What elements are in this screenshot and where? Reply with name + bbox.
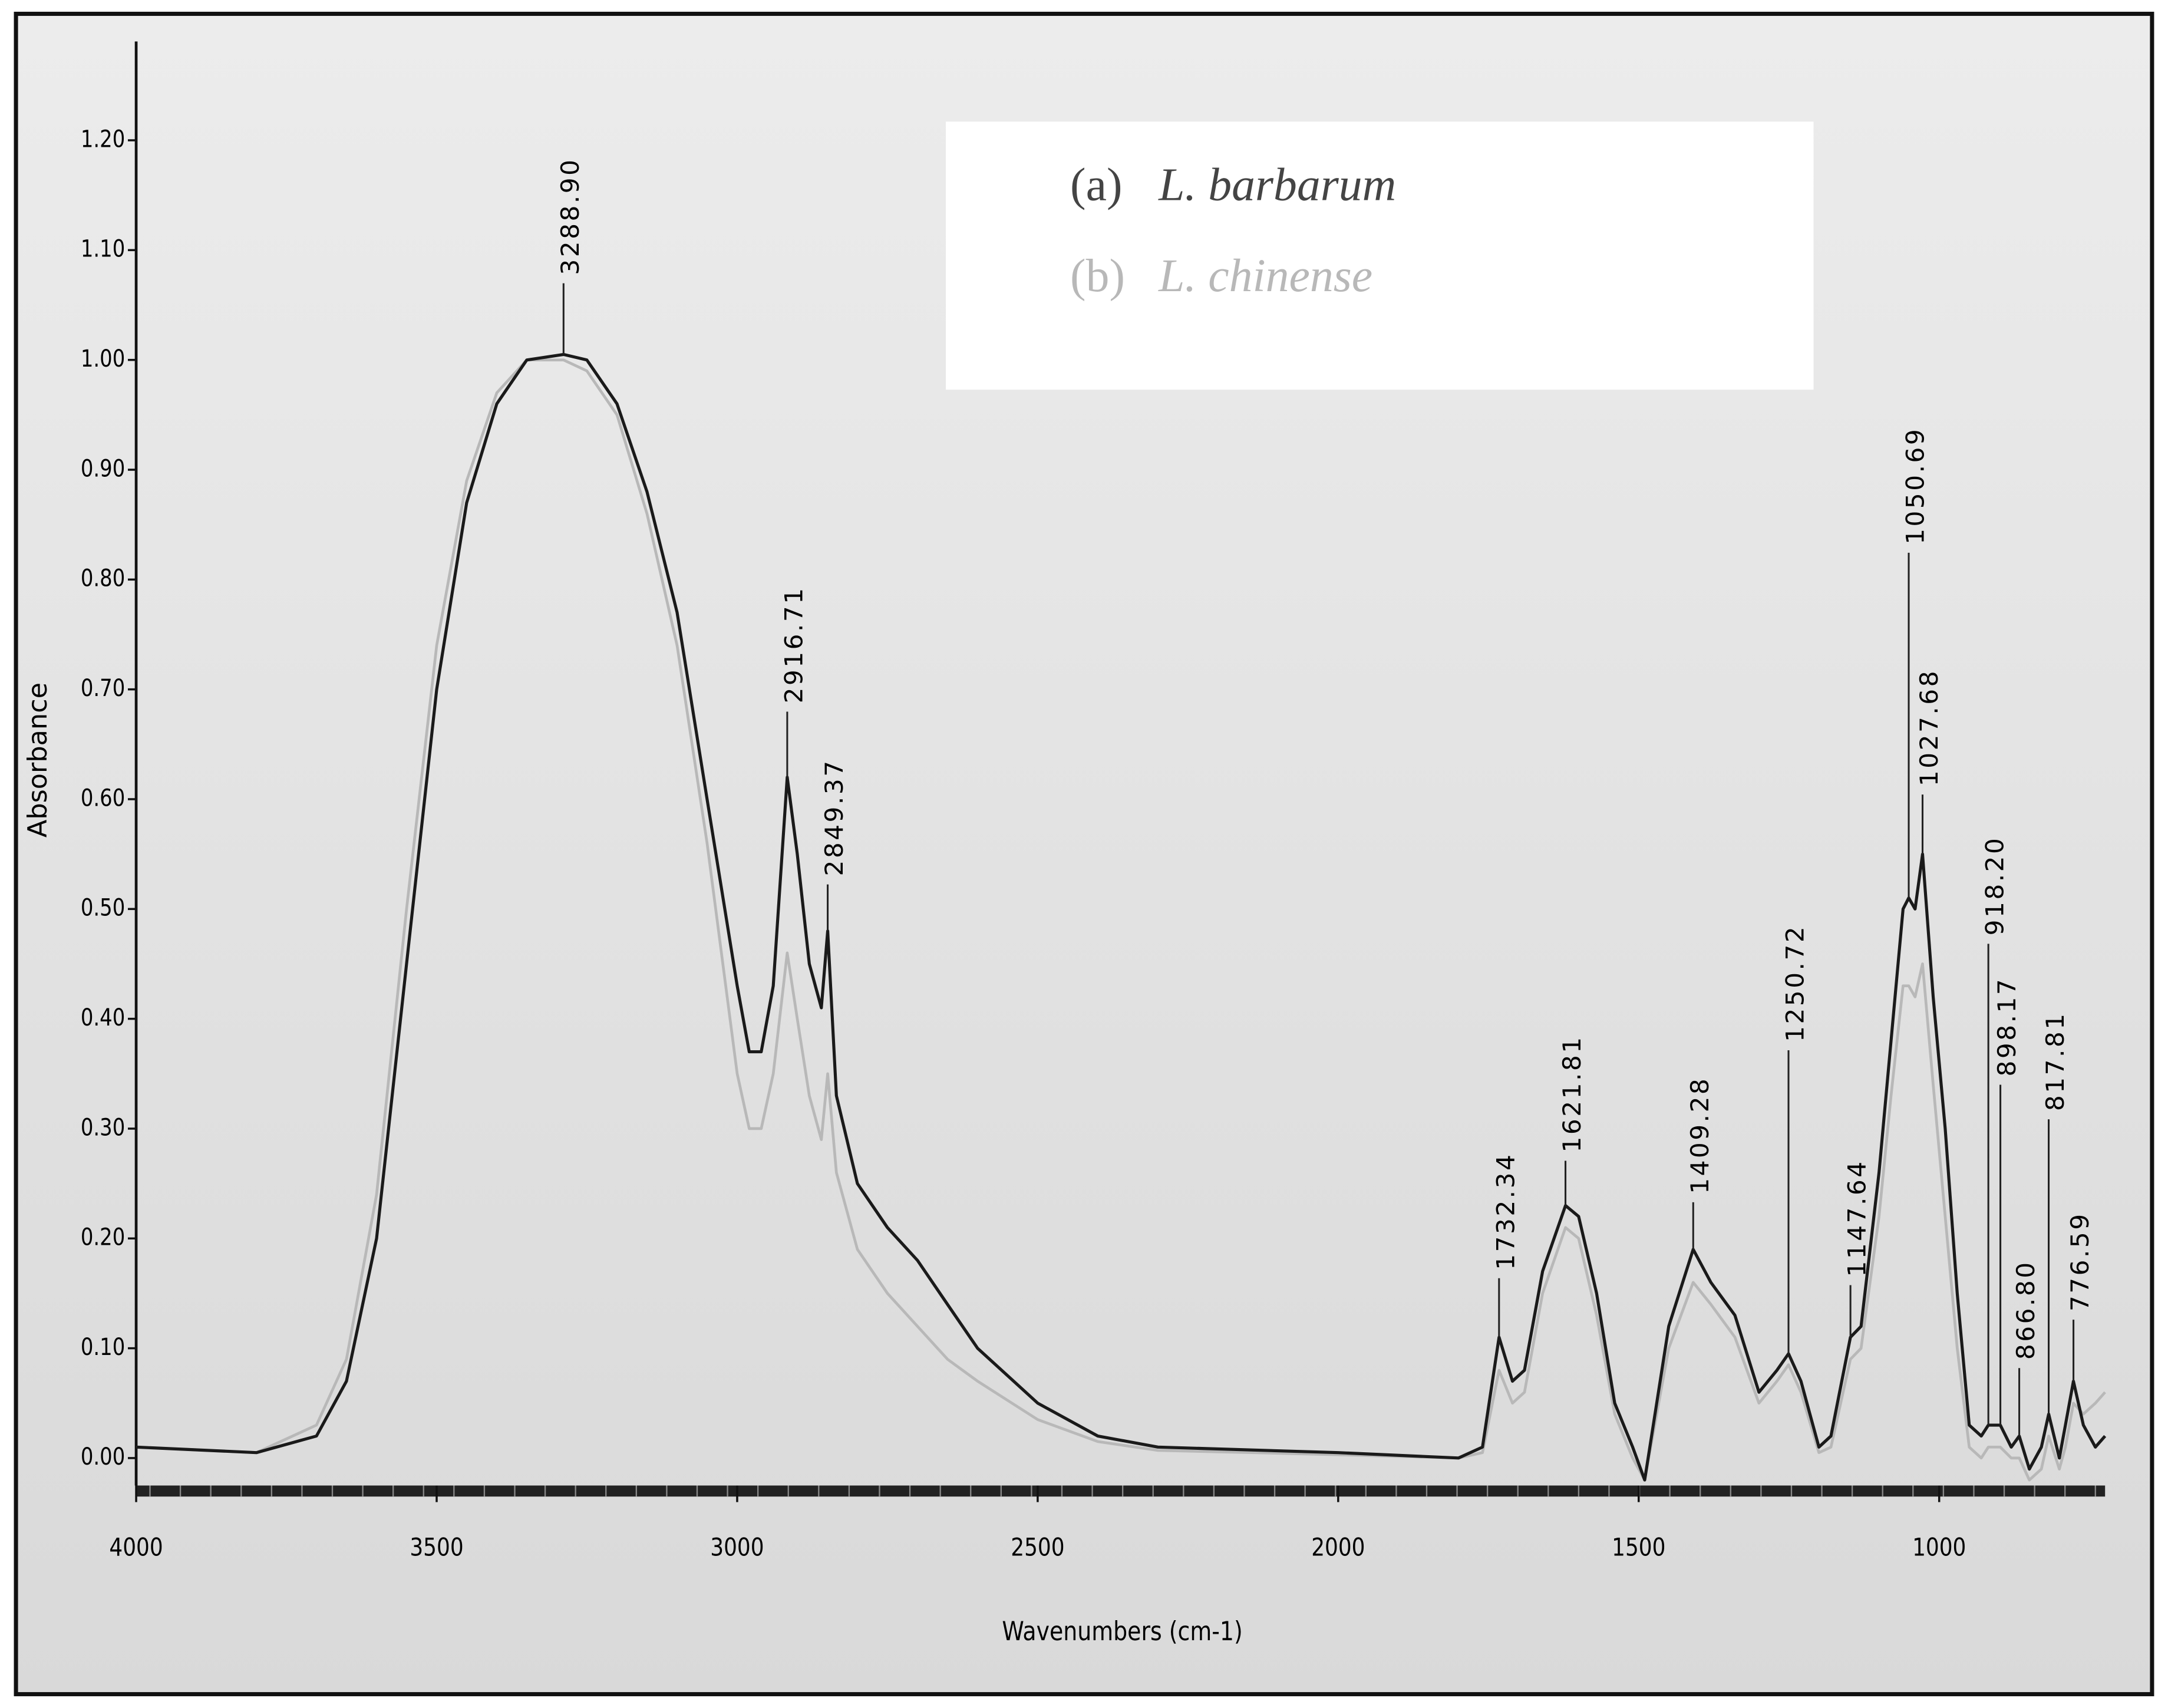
peak-label: 1621.81	[1557, 1035, 1586, 1152]
x-axis-label: Wavenumbers (cm-1)	[1002, 1616, 1242, 1647]
y-tick-label: 1.10	[81, 235, 125, 262]
peak-label: 776.59	[2065, 1212, 2094, 1311]
y-tick-label: 0.80	[81, 565, 125, 592]
y-tick-label: 0.30	[81, 1114, 125, 1141]
spectrum-line	[136, 352, 2107, 1482]
peak-label: 866.80	[2011, 1260, 2040, 1360]
spectrum-line	[136, 358, 2106, 1482]
legend-label: L. chinense	[1158, 250, 1372, 302]
x-tick-label: 4000	[109, 1534, 163, 1562]
x-tick-label: 1500	[1612, 1534, 1665, 1562]
peak-label: 817.81	[2041, 1011, 2070, 1111]
peak-label: 1147.64	[1843, 1159, 1872, 1277]
x-tick-label: 3500	[410, 1534, 463, 1562]
x-tick-label: 3000	[710, 1534, 764, 1562]
peak-label: 3288.90	[556, 158, 585, 275]
peak-label: 1027.68	[1915, 669, 1943, 786]
peak-label: 1409.28	[1685, 1077, 1714, 1194]
y-tick-label: 0.00	[81, 1443, 125, 1470]
peak-label: 918.20	[1981, 836, 2009, 936]
y-tick-label: 1.20	[81, 126, 125, 153]
peak-label: 1050.69	[1901, 427, 1930, 545]
y-tick-label: 0.20	[81, 1224, 125, 1251]
legend-tag: (a)	[1070, 159, 1122, 211]
x-tick-label: 1000	[1912, 1534, 1966, 1562]
peak-label: 2916.71	[779, 586, 808, 703]
y-tick-label: 0.90	[81, 455, 125, 482]
y-tick-label: 0.10	[81, 1333, 125, 1360]
peak-label: 1250.72	[1781, 925, 1810, 1042]
legend-box	[946, 121, 1814, 390]
y-tick-label: 1.00	[81, 345, 125, 372]
y-tick-label: 0.40	[81, 1004, 125, 1031]
legend-tag: (b)	[1070, 250, 1125, 302]
y-tick-label: 0.70	[81, 674, 125, 701]
y-tick-label: 0.60	[81, 784, 125, 812]
legend-label: L. barbarum	[1158, 159, 1396, 211]
x-tick-label: 2500	[1011, 1534, 1064, 1562]
peak-label: 898.17	[1992, 977, 2021, 1077]
x-axis	[136, 1485, 2106, 1497]
peak-label: 1732.34	[1491, 1153, 1520, 1270]
y-axis-label: Absorbance	[22, 682, 53, 837]
x-tick-label: 2000	[1311, 1534, 1365, 1562]
peak-label: 2849.37	[820, 759, 849, 876]
y-tick-label: 0.50	[81, 894, 125, 921]
